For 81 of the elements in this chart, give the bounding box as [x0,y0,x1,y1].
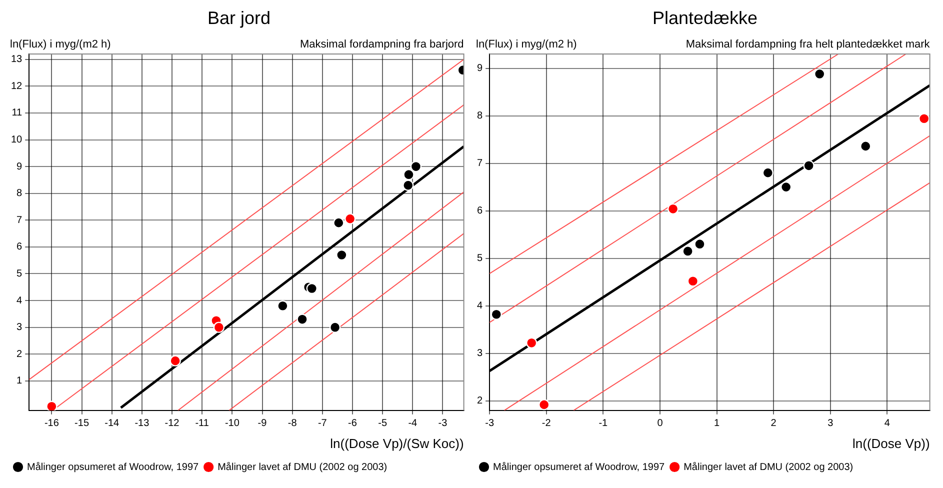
point [403,168,414,180]
point [538,399,550,410]
point [694,238,706,250]
point [402,180,414,191]
point [803,160,814,172]
point [780,181,792,193]
x-axis-title: ln((Dose Vp)/(Sw Koc)) [330,436,464,451]
point [333,217,344,228]
point [344,213,356,224]
legend-label: Målinger opsumeret af Woodrow, 1997 [493,460,666,473]
y-tick-label: 4 [477,300,483,312]
legend-label: Målinger lavet af DMU (2002 og 2003) [684,460,854,473]
x-tick-label: -3 [485,418,494,430]
y-tick-label: 4 [16,295,23,306]
point [46,400,58,410]
point [814,68,826,80]
x-tick-label: 0 [657,418,664,430]
point [296,314,308,325]
x-tick-label: -14 [104,418,120,430]
x-tick-label: -16 [44,418,60,430]
y-tick-label: 8 [477,110,483,122]
point [762,167,774,178]
chart-title: Bar jord [206,8,272,30]
x-tick-label: -12 [164,418,180,430]
y-tick-label: 3 [16,322,23,334]
y-tick-label: 10 [11,134,23,146]
legend-label: Målinger opsumeret af Woodrow, 1997 [27,460,200,473]
y-tick-label: 2 [16,348,23,360]
point [687,276,699,287]
x-tick-label: -15 [74,418,90,430]
point [667,203,679,215]
x-tick-label: 2 [770,418,777,430]
y-tick-label: 5 [16,268,23,280]
y-tick-label: 11 [12,108,23,119]
point [490,308,502,320]
y-tick-label: 8 [16,188,23,200]
x-tick-label: 1 [714,418,720,430]
y-tick-label: 7 [16,214,23,226]
chart-subtitle: Maksimal fordampning fra helt plantedækket mark [686,38,930,51]
x-tick-label: 4 [884,418,890,430]
x-tick-label: -13 [134,418,150,430]
x-axis-title: ln((Dose Vp)) [852,436,930,451]
point [918,113,930,124]
y-tick-label: 2 [477,396,483,407]
y-tick-label: 12 [11,80,23,92]
y-tick-label: 7 [477,158,483,170]
x-tick-label: -11 [195,418,210,430]
chart-subtitle: Maksimal fordampning fra barjord [300,38,464,51]
point [170,355,181,366]
y-tick-label: 6 [16,242,23,253]
y-axis-title: ln(Flux) i myg/(m2 h) [476,38,577,51]
y-tick-label: 5 [477,253,483,264]
point [410,160,422,172]
point [682,246,694,257]
x-tick-label: -9 [258,418,268,430]
y-tick-label: 1 [16,376,23,387]
chart-title: Plantedække [651,8,759,30]
x-tick-label: -6 [348,418,358,430]
x-tick-label: -5 [378,418,388,430]
y-tick-label: 3 [477,348,483,360]
x-tick-label: -3 [438,418,448,430]
legend-label: Målinger lavet af DMU (2002 og 2003) [218,460,388,473]
point [336,249,348,261]
y-axis-title: ln(Flux) i myg/(m2 h) [10,38,111,51]
point [213,322,225,333]
x-tick-label: -8 [288,418,298,430]
x-tick-label: 3 [828,418,834,430]
y-tick-label: 13 [11,54,23,66]
x-tick-label: -7 [318,418,328,430]
point [306,282,318,294]
y-tick-label: 9 [16,161,23,172]
y-tick-label: 9 [477,63,483,74]
point [277,300,288,312]
point [526,337,538,349]
x-tick-label: -1 [598,418,608,430]
x-tick-label: -4 [408,418,418,430]
y-tick-label: 6 [477,206,483,217]
point [860,140,872,152]
point [329,322,341,333]
x-tick-label: -10 [224,418,240,430]
x-tick-label: -2 [542,418,552,430]
